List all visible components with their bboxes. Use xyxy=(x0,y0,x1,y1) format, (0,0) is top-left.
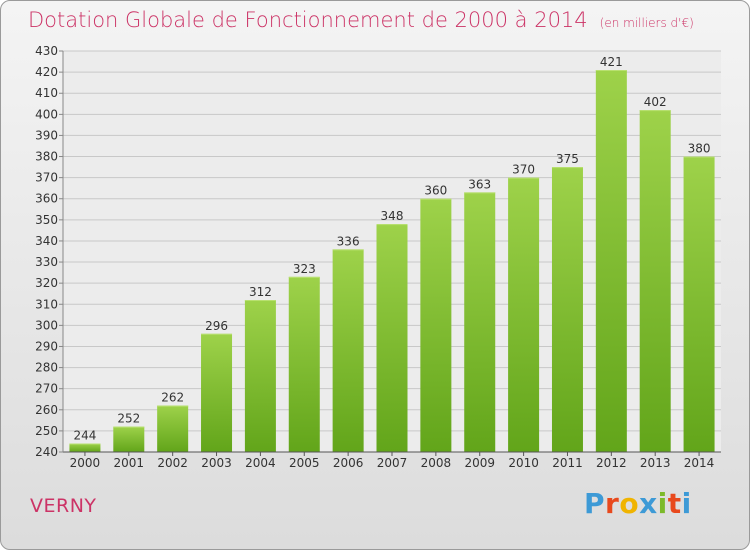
x-tick-label: 2010 xyxy=(508,456,539,470)
brand-letter: i xyxy=(681,487,692,520)
y-tick-label: 370 xyxy=(35,171,58,185)
y-tick-label: 330 xyxy=(35,255,58,269)
y-tick-label: 410 xyxy=(35,86,58,100)
x-axis-ticks: 2000 2001 2002 2003 2004 2005 2006 2007 2008 2009… xyxy=(70,452,715,470)
x-tick-label: 2013 xyxy=(640,456,671,470)
x-tick-label: 2004 xyxy=(245,456,276,470)
bar xyxy=(157,405,189,452)
y-tick-label: 380 xyxy=(35,150,58,164)
y-tick-label: 310 xyxy=(35,297,58,311)
bar xyxy=(508,177,540,452)
chart-title: Dotation Globale de Fonctionnement de 20… xyxy=(28,8,694,32)
y-tick-label: 430 xyxy=(35,44,58,58)
bar xyxy=(201,333,233,452)
bar xyxy=(332,249,364,452)
y-tick-label: 350 xyxy=(35,213,58,227)
x-tick-label: 2006 xyxy=(333,456,364,470)
bar-value-label: 360 xyxy=(424,184,447,198)
bar xyxy=(288,276,320,452)
unit-label: (en milliers d'€) xyxy=(599,16,694,30)
x-tick-label: 2000 xyxy=(70,456,101,470)
bar-value-label: 244 xyxy=(73,429,96,443)
x-tick-label: 2005 xyxy=(289,456,320,470)
bar xyxy=(69,443,101,452)
bar-value-label: 380 xyxy=(688,142,711,156)
x-tick-label: 2007 xyxy=(377,456,408,470)
brand-letter: x xyxy=(639,487,658,520)
bar-value-label: 323 xyxy=(293,262,316,276)
bar-value-label: 252 xyxy=(117,412,140,426)
y-tick-label: 240 xyxy=(35,445,58,459)
brand-letter: r xyxy=(605,487,620,520)
bar xyxy=(376,224,408,452)
y-tick-label: 300 xyxy=(35,318,58,332)
x-tick-label: 2001 xyxy=(114,456,145,470)
bar-value-label: 296 xyxy=(205,319,228,333)
y-tick-label: 250 xyxy=(35,424,58,438)
x-tick-label: 2002 xyxy=(157,456,188,470)
x-tick-label: 2011 xyxy=(552,456,583,470)
bar xyxy=(595,69,627,452)
brand-letter: o xyxy=(619,487,640,520)
brand-logo: Proxiti xyxy=(584,487,692,520)
bar-value-label: 312 xyxy=(249,285,272,299)
bar xyxy=(551,167,583,452)
y-tick-label: 270 xyxy=(35,382,58,396)
bar-value-label: 402 xyxy=(644,95,667,109)
y-tick-label: 280 xyxy=(35,361,58,375)
y-tick-label: 260 xyxy=(35,403,58,417)
brand-letter: i xyxy=(657,487,668,520)
y-tick-label: 390 xyxy=(35,128,58,142)
y-tick-label: 420 xyxy=(35,65,58,79)
commune-name: VERNY xyxy=(30,495,97,517)
bar-value-label: 336 xyxy=(337,234,360,248)
bar xyxy=(113,426,145,452)
brand-letter: t xyxy=(667,487,682,520)
bar xyxy=(683,156,715,453)
y-axis-ticks: 240 250 260 270 280 290 300 310 320 330 340 350 360 3… xyxy=(35,44,63,459)
bar xyxy=(639,110,671,453)
bar xyxy=(464,192,496,452)
y-tick-label: 290 xyxy=(35,339,58,353)
bar-value-label: 421 xyxy=(600,55,623,69)
x-tick-label: 2014 xyxy=(684,456,715,470)
x-tick-label: 2012 xyxy=(596,456,627,470)
bar-value-label: 375 xyxy=(556,152,579,166)
bar xyxy=(420,198,452,452)
x-tick-label: 2008 xyxy=(421,456,452,470)
y-tick-label: 320 xyxy=(35,276,58,290)
y-tick-label: 400 xyxy=(35,107,58,121)
brand-letter: P xyxy=(584,487,606,520)
bar-value-label: 348 xyxy=(381,209,404,223)
bar-value-label: 370 xyxy=(512,163,535,177)
y-tick-label: 360 xyxy=(35,192,58,206)
title-text: Dotation Globale de Fonctionnement de 20… xyxy=(28,8,588,32)
bar-value-label: 262 xyxy=(161,391,184,405)
x-tick-label: 2009 xyxy=(464,456,495,470)
bars: 244 252 262 296 312 323 336 348 360 363 370 375 421 4… xyxy=(69,55,715,453)
bar xyxy=(244,300,276,452)
y-tick-label: 340 xyxy=(35,234,58,248)
bar-value-label: 363 xyxy=(468,177,491,191)
x-tick-label: 2003 xyxy=(201,456,232,470)
